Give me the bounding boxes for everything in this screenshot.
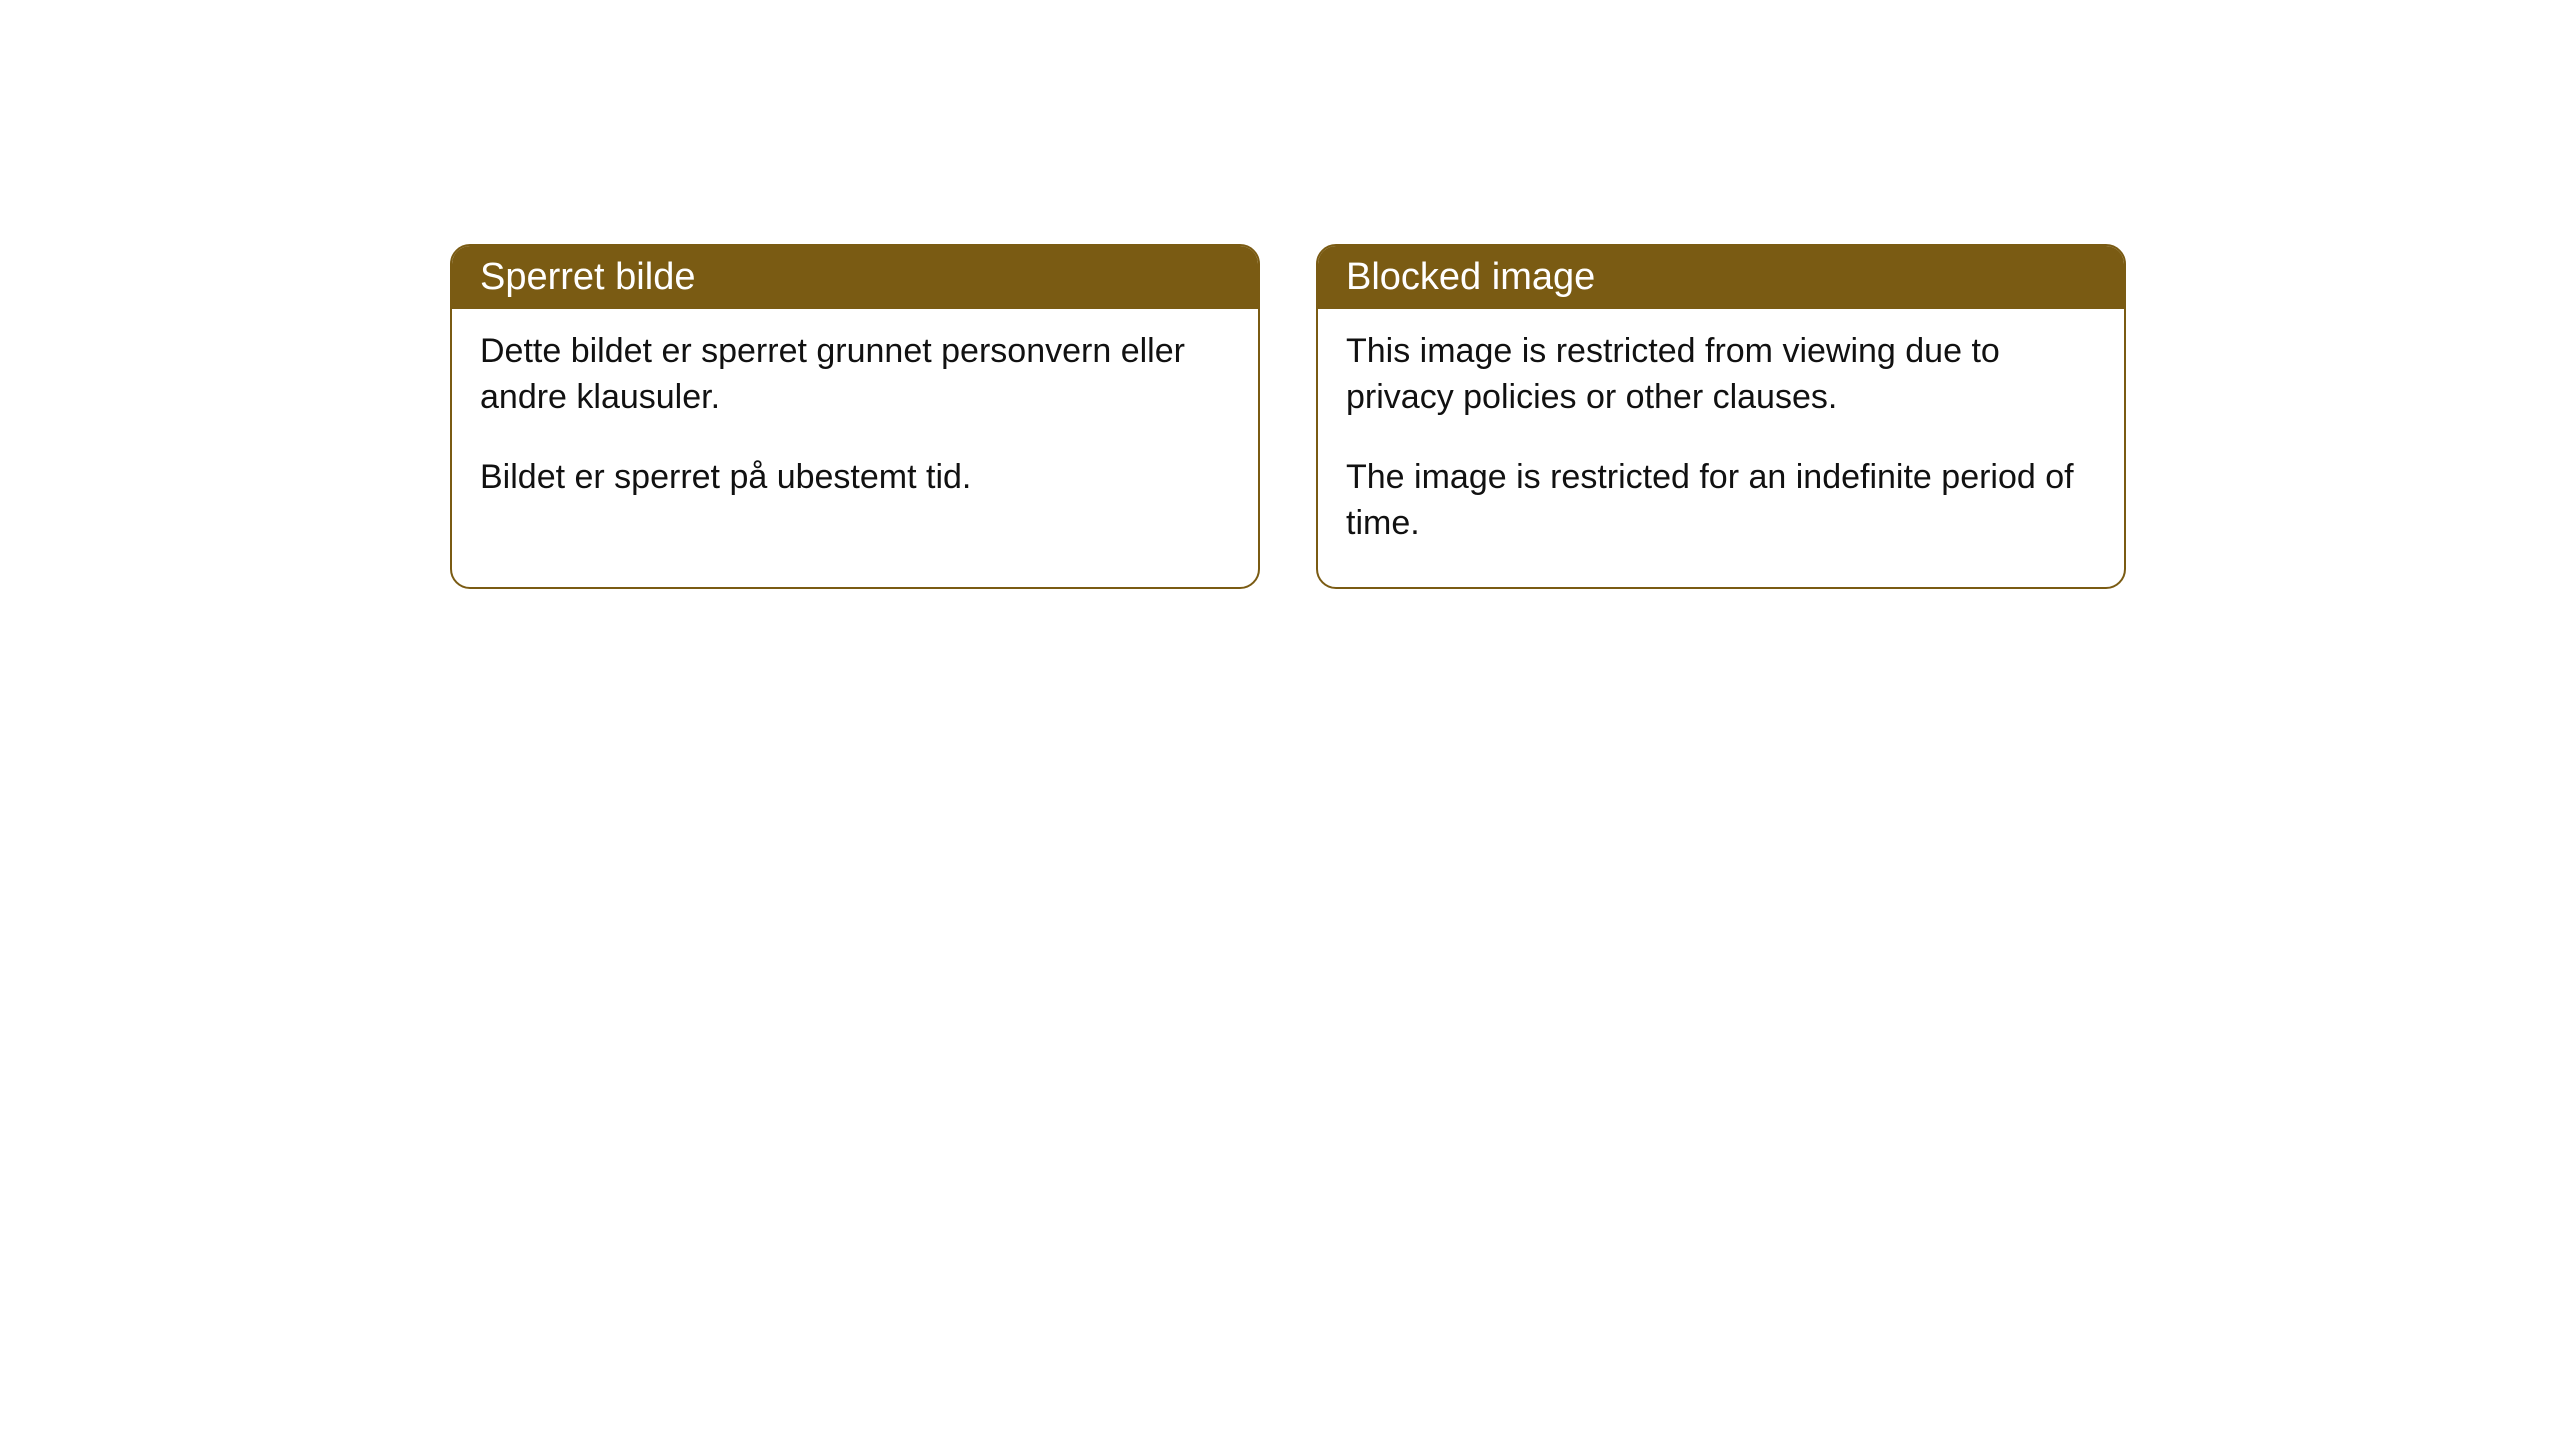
- card-header-norwegian: Sperret bilde: [452, 246, 1258, 309]
- card-norwegian: Sperret bilde Dette bildet er sperret gr…: [450, 244, 1260, 589]
- card-paragraph-2-english: The image is restricted for an indefinit…: [1346, 455, 2096, 547]
- card-body-english: This image is restricted from viewing du…: [1318, 309, 2124, 587]
- card-english: Blocked image This image is restricted f…: [1316, 244, 2126, 589]
- cards-container: Sperret bilde Dette bildet er sperret gr…: [450, 244, 2126, 589]
- card-header-english: Blocked image: [1318, 246, 2124, 309]
- card-paragraph-1-norwegian: Dette bildet er sperret grunnet personve…: [480, 329, 1230, 421]
- card-paragraph-2-norwegian: Bildet er sperret på ubestemt tid.: [480, 455, 1230, 501]
- card-body-norwegian: Dette bildet er sperret grunnet personve…: [452, 309, 1258, 541]
- card-paragraph-1-english: This image is restricted from viewing du…: [1346, 329, 2096, 421]
